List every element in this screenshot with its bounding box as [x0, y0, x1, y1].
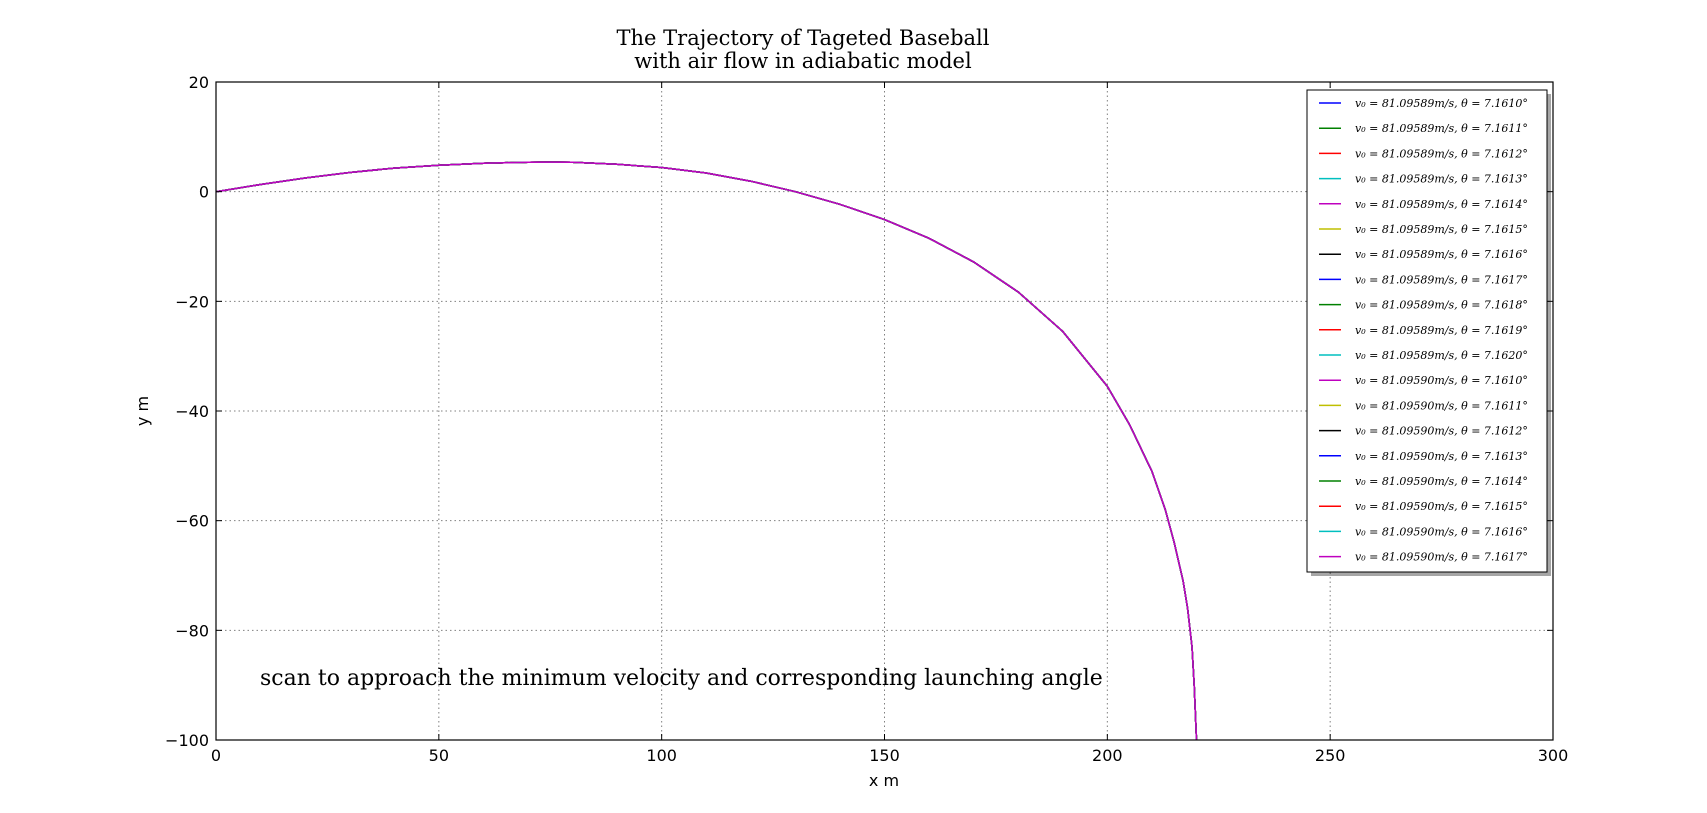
legend-label: v₀ = 81.09590m/s, θ = 7.1610°	[1355, 374, 1528, 387]
chart-subtitle: with air flow in adiabatic model	[634, 49, 972, 73]
x-tick-label: 0	[211, 746, 221, 765]
legend-label: v₀ = 81.09589m/s, θ = 7.1619°	[1355, 324, 1528, 337]
legend-box	[1306, 89, 1548, 573]
x-axis-ticks: 0 50 100 150 200 250 300	[211, 82, 1568, 765]
legend-label: v₀ = 81.09589m/s, θ = 7.1610°	[1355, 97, 1528, 110]
legend-label: v₀ = 81.09589m/s, θ = 7.1613°	[1355, 173, 1528, 186]
series-line-19	[215, 161, 1198, 741]
y-tick-label: −80	[175, 621, 209, 640]
y-tick-label: 0	[199, 183, 209, 202]
legend-label: v₀ = 81.09589m/s, θ = 7.1617°	[1355, 273, 1528, 286]
y-axis-ticks: 20 0 −20 −40 −60 −80 −100	[165, 73, 1553, 750]
y-tick-label: −60	[175, 512, 209, 531]
legend-label: v₀ = 81.09589m/s, θ = 7.1611°	[1355, 122, 1528, 135]
chart-title: The Trajectory of Tageted Baseball	[617, 26, 990, 50]
y-tick-label: −100	[165, 731, 209, 750]
x-tick-label: 200	[1092, 746, 1123, 765]
x-tick-label: 250	[1315, 746, 1346, 765]
y-tick-label: −20	[175, 292, 209, 311]
chart-annotation: scan to approach the minimum velocity an…	[260, 666, 1103, 691]
legend-label: v₀ = 81.09590m/s, θ = 7.1617°	[1355, 551, 1528, 564]
legend-label: v₀ = 81.09590m/s, θ = 7.1611°	[1355, 399, 1528, 412]
y-tick-label: −40	[175, 402, 209, 421]
legend-label: v₀ = 81.09589m/s, θ = 7.1612°	[1355, 147, 1528, 160]
legend-label: v₀ = 81.09589m/s, θ = 7.1616°	[1355, 248, 1528, 261]
legend-label: v₀ = 81.09590m/s, θ = 7.1616°	[1355, 525, 1528, 538]
legend-label: v₀ = 81.09589m/s, θ = 7.1620°	[1355, 349, 1528, 362]
y-axis-label: y m	[133, 396, 152, 426]
legend-label: v₀ = 81.09590m/s, θ = 7.1614°	[1355, 475, 1528, 488]
x-tick-label: 150	[869, 746, 900, 765]
legend-entries: v₀ = 81.09589m/s, θ = 7.1610° v₀ = 81.095…	[1319, 97, 1528, 564]
x-tick-label: 50	[429, 746, 449, 765]
legend-label: v₀ = 81.09590m/s, θ = 7.1612°	[1355, 425, 1528, 438]
trajectory-traces	[215, 161, 1198, 741]
legend: v₀ = 81.09589m/s, θ = 7.1610° v₀ = 81.095…	[1306, 89, 1551, 576]
legend-label: v₀ = 81.09590m/s, θ = 7.1615°	[1355, 500, 1528, 513]
legend-label: v₀ = 81.09589m/s, θ = 7.1618°	[1355, 299, 1528, 312]
legend-label: v₀ = 81.09590m/s, θ = 7.1613°	[1355, 450, 1528, 463]
y-tick-label: 20	[189, 73, 209, 92]
legend-label: v₀ = 81.09589m/s, θ = 7.1614°	[1355, 198, 1528, 211]
x-tick-label: 300	[1538, 746, 1569, 765]
legend-label: v₀ = 81.09589m/s, θ = 7.1615°	[1355, 223, 1528, 236]
x-tick-label: 100	[646, 746, 677, 765]
x-axis-label: x m	[869, 771, 899, 790]
